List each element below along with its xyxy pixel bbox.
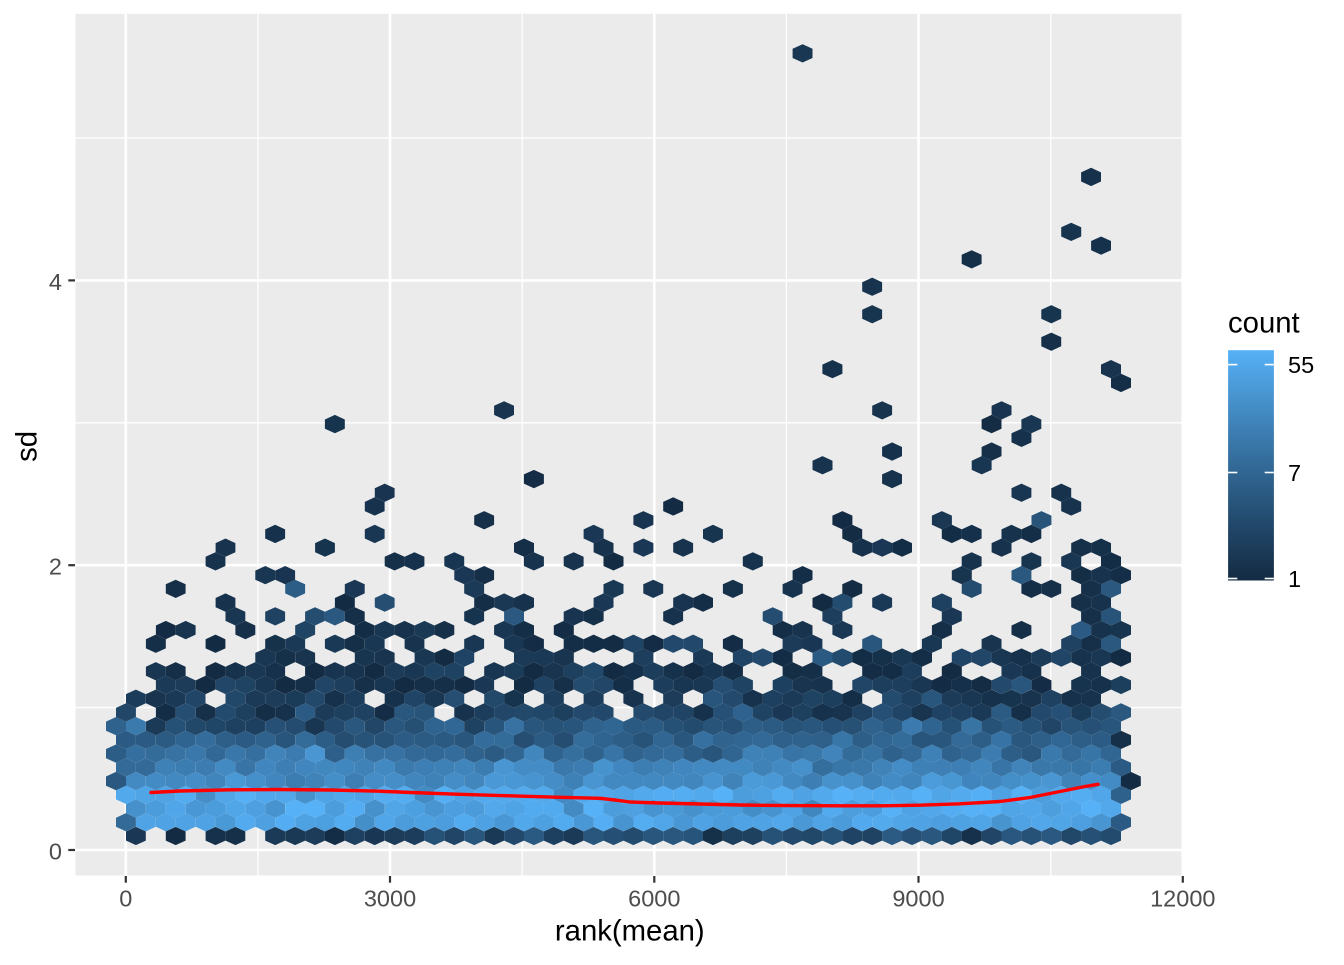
svg-text:6000: 6000 — [628, 886, 680, 912]
svg-text:2: 2 — [49, 554, 62, 580]
svg-text:0: 0 — [119, 886, 132, 912]
svg-text:9000: 9000 — [892, 886, 944, 912]
svg-text:count: count — [1228, 306, 1300, 339]
svg-text:0: 0 — [49, 838, 62, 864]
svg-text:3000: 3000 — [364, 886, 416, 912]
svg-text:4: 4 — [49, 269, 62, 295]
svg-text:7: 7 — [1288, 460, 1301, 486]
svg-text:rank(mean): rank(mean) — [555, 915, 705, 948]
svg-text:55: 55 — [1288, 352, 1314, 378]
svg-text:12000: 12000 — [1150, 886, 1215, 912]
svg-text:sd: sd — [11, 431, 44, 462]
svg-text:1: 1 — [1288, 566, 1301, 592]
